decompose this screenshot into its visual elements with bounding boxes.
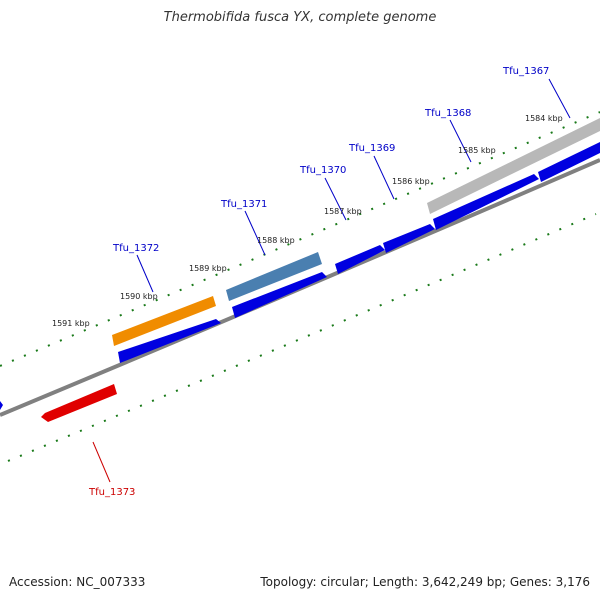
genome-summary-text: Topology: circular; Length: 3,642,249 bp… <box>260 575 590 589</box>
gene-label-tfu-1368[interactable]: Tfu_1368 <box>424 108 471 119</box>
accession-text: Accession: NC_007333 <box>9 575 146 589</box>
tick-label-1585: 1585 kbp <box>458 146 496 155</box>
feature-bar-orange <box>112 296 216 346</box>
gene-arrow-tfu-1369 <box>383 224 435 253</box>
gene-arrow-tfu-1372 <box>118 319 221 363</box>
leader-line-tfu-1371 <box>244 210 266 256</box>
gene-arrow-tfu-1370 <box>335 245 385 274</box>
tick-label-1584: 1584 kbp <box>525 114 563 123</box>
tick-label-1586: 1586 kbp <box>392 177 430 186</box>
tick-label-1587: 1587 kbp <box>324 207 362 216</box>
feature-bar-grey <box>427 118 600 214</box>
tick-label-1588: 1588 kbp <box>257 236 295 245</box>
leader-line-tfu-1367 <box>548 78 571 119</box>
leader-line-tfu-1368 <box>449 119 472 163</box>
leader-line-tfu-1370 <box>324 177 347 221</box>
leader-line-tfu-1369 <box>373 155 395 200</box>
tick-label-1591: 1591 kbp <box>52 319 90 328</box>
feature-bar-steelblue <box>226 252 322 301</box>
feature-bar-red <box>41 384 117 422</box>
inner-tick-ring <box>7 213 597 462</box>
gene-arrow-tfu-1367 <box>538 142 600 182</box>
tick-label-1589: 1589 kbp <box>189 264 227 273</box>
gene-arrow-partial-left <box>0 401 3 410</box>
map-title: Thermobifida fusca YX, complete genome <box>163 10 437 25</box>
gene-arrow-tfu-1368 <box>433 174 539 230</box>
tick-label-1590: 1590 kbp <box>120 292 158 301</box>
gene-label-tfu-1370[interactable]: Tfu_1370 <box>299 165 346 176</box>
outer-tick-ring <box>0 111 600 367</box>
gene-label-tfu-1371[interactable]: Tfu_1371 <box>220 199 267 210</box>
gene-label-tfu-1372[interactable]: Tfu_1372 <box>112 243 159 254</box>
gene-label-tfu-1369[interactable]: Tfu_1369 <box>348 143 395 154</box>
leader-line-tfu-1373 <box>92 441 111 483</box>
gene-label-tfu-1373[interactable]: Tfu_1373 <box>88 487 135 498</box>
leader-line-tfu-1372 <box>136 254 154 293</box>
gene-arrow-tfu-1371 <box>232 272 327 318</box>
gene-label-tfu-1367[interactable]: Tfu_1367 <box>502 66 549 77</box>
